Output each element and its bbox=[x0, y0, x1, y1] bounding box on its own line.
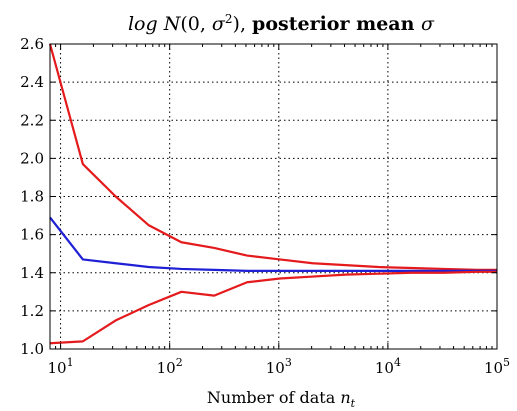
x-tick-label: 101 bbox=[48, 356, 74, 377]
y-tick-label: 1.4 bbox=[20, 264, 44, 282]
y-tick-label: 1.8 bbox=[20, 188, 44, 206]
axis-ticks: 1.0 1.2 1.4 1.6 1.8 2.0 2.2 2.4 2.6 101 102 103 104 1… bbox=[20, 35, 510, 377]
series-line-1 bbox=[48, 43, 497, 271]
series-line-3 bbox=[49, 270, 497, 345]
series-line-2 bbox=[49, 216, 497, 272]
y-tick-label: 1.0 bbox=[20, 340, 44, 358]
chart-title: log N(0, σ2), posterior mean σ bbox=[128, 12, 435, 35]
series-lines bbox=[48, 43, 497, 345]
x-tick-label: 104 bbox=[375, 356, 401, 377]
x-axis-label: Number of data nt bbox=[207, 388, 356, 410]
y-tick-label: 1.2 bbox=[20, 302, 44, 320]
grid-lines bbox=[50, 44, 497, 349]
y-tick-label: 2.6 bbox=[20, 35, 44, 53]
y-tick-label: 2.2 bbox=[20, 111, 44, 129]
y-tick-label: 1.6 bbox=[20, 226, 44, 244]
x-tick-label: 102 bbox=[157, 356, 183, 377]
y-tick-label: 2.4 bbox=[20, 73, 44, 91]
x-tick-label: 103 bbox=[266, 356, 292, 377]
y-tick-label: 2.0 bbox=[20, 149, 44, 167]
x-tick-label: 105 bbox=[484, 356, 510, 377]
